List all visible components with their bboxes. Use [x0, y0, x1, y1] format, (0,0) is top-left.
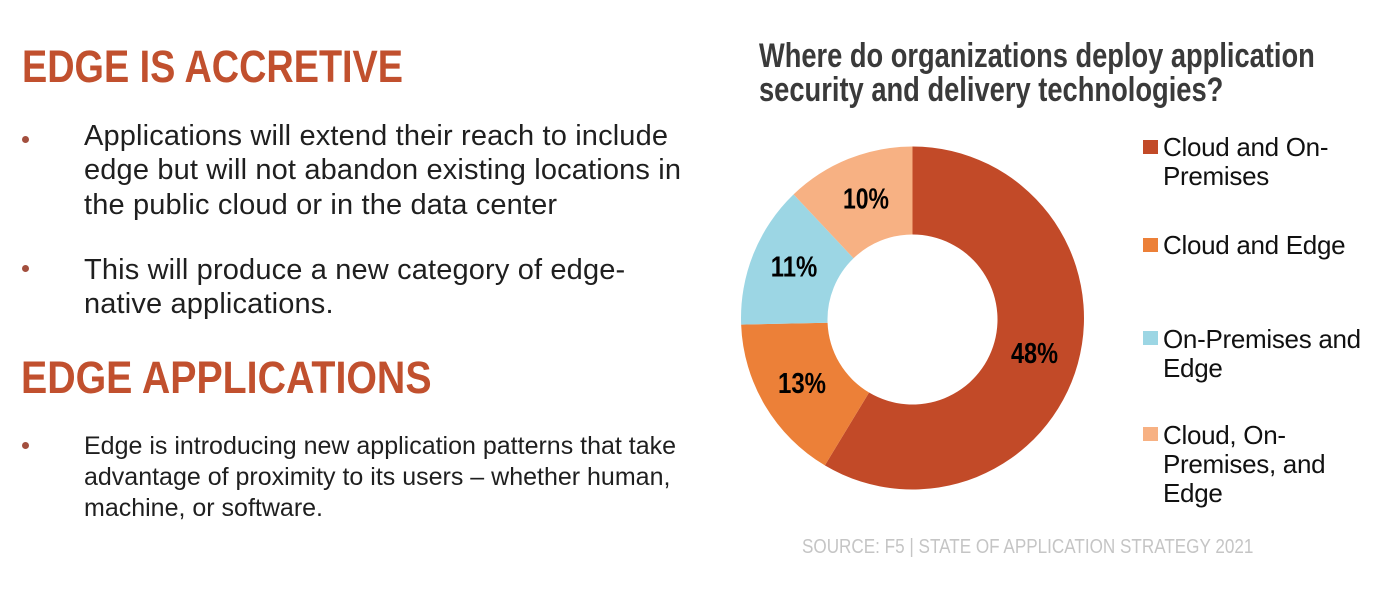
- svg-text:13%: 13%: [778, 368, 826, 400]
- svg-text:11%: 11%: [771, 252, 818, 284]
- svg-text:10%: 10%: [843, 184, 889, 216]
- svg-text:48%: 48%: [1011, 338, 1058, 370]
